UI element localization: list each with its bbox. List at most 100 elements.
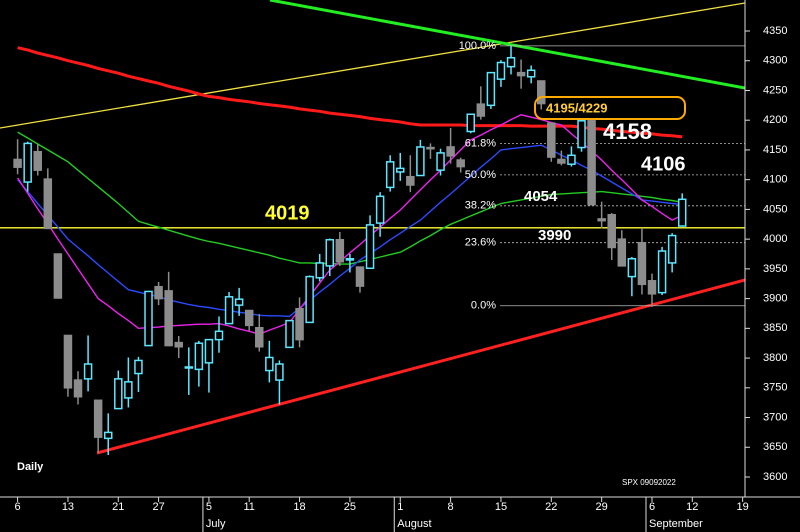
x-tick-label: 27 bbox=[152, 501, 164, 513]
y-tick-label: 3650 bbox=[763, 441, 787, 453]
y-tick-label: 4350 bbox=[763, 25, 787, 37]
fib-label: 23.6% bbox=[465, 237, 496, 249]
candle-body bbox=[426, 146, 435, 150]
candle-body bbox=[446, 146, 455, 157]
x-tick-label: 19 bbox=[737, 501, 749, 513]
candle-body bbox=[244, 309, 254, 327]
candle-body bbox=[204, 338, 214, 364]
candle-body bbox=[496, 61, 506, 80]
candle-body bbox=[506, 57, 516, 68]
x-tick-label: 8 bbox=[448, 501, 454, 513]
candle-body bbox=[73, 379, 83, 398]
ma-line bbox=[17, 114, 683, 336]
month-label: August bbox=[397, 518, 431, 530]
candle-body bbox=[43, 178, 53, 230]
candle-body bbox=[275, 363, 284, 381]
x-tick-label: 21 bbox=[112, 501, 124, 513]
candle-body bbox=[154, 285, 163, 300]
candle-body bbox=[526, 69, 536, 78]
y-tick-label: 3800 bbox=[763, 352, 787, 364]
ma-line bbox=[17, 144, 683, 318]
candle-body bbox=[577, 120, 586, 149]
candle-body bbox=[285, 319, 294, 349]
candle-body bbox=[214, 330, 224, 341]
annotation: 3990 bbox=[538, 227, 571, 244]
trendline bbox=[96, 278, 745, 455]
trendline bbox=[269, 0, 745, 90]
x-tick-label: 25 bbox=[344, 501, 356, 513]
candle-body bbox=[325, 238, 335, 267]
x-tick-label: 1 bbox=[397, 501, 403, 513]
candle-body bbox=[667, 234, 677, 264]
plot-area bbox=[0, 0, 745, 455]
candle-body bbox=[335, 238, 345, 263]
candle-body bbox=[607, 214, 616, 249]
fib-label: 0.0% bbox=[471, 300, 496, 312]
candle-body bbox=[23, 142, 32, 183]
x-tick-label: 22 bbox=[545, 501, 557, 513]
candle-body bbox=[164, 290, 173, 347]
y-tick-label: 3600 bbox=[763, 471, 787, 483]
trendline bbox=[0, 2, 745, 129]
x-tick-label: 11 bbox=[243, 501, 254, 513]
candle-body bbox=[547, 122, 556, 158]
candle-body bbox=[83, 363, 93, 380]
candle-body bbox=[345, 258, 355, 261]
candle-body bbox=[375, 195, 385, 224]
annotation: 4158 bbox=[603, 119, 652, 144]
y-tick-label: 4150 bbox=[763, 144, 787, 156]
candle-body bbox=[396, 167, 405, 173]
month-label: July bbox=[206, 518, 226, 530]
candle-body bbox=[194, 342, 204, 371]
candle-body bbox=[516, 71, 526, 77]
candle-body bbox=[456, 159, 465, 168]
annotation: 4019 bbox=[265, 202, 310, 224]
candle-body bbox=[224, 296, 234, 325]
y-tick-label: 3850 bbox=[763, 322, 787, 334]
candle-body bbox=[657, 250, 667, 294]
candle-body bbox=[255, 326, 264, 348]
y-tick-label: 3700 bbox=[763, 411, 787, 423]
candle-body bbox=[647, 280, 657, 295]
candle-body bbox=[587, 120, 596, 206]
candle-body bbox=[567, 154, 576, 165]
candle-body bbox=[103, 431, 113, 440]
y-tick-label: 3900 bbox=[763, 293, 787, 305]
y-tick-label: 4250 bbox=[763, 84, 787, 96]
annotation: SPX 09092022 bbox=[622, 478, 676, 487]
candle-body bbox=[144, 290, 153, 347]
y-tick-label: 4050 bbox=[763, 203, 787, 215]
candle-body bbox=[265, 356, 274, 372]
candle-body bbox=[406, 175, 415, 186]
candle-body bbox=[305, 275, 314, 324]
candle-body bbox=[33, 150, 42, 171]
candle-body bbox=[93, 399, 103, 438]
fib-label: 38.2% bbox=[465, 200, 496, 212]
candle-body bbox=[114, 378, 123, 410]
candle-body bbox=[355, 266, 365, 287]
y-tick-label: 4300 bbox=[763, 55, 787, 67]
candle-body bbox=[476, 103, 486, 117]
fib-label: 61.8% bbox=[465, 137, 496, 149]
x-tick-label: 29 bbox=[596, 501, 608, 513]
annotation: 4195/4229 bbox=[546, 100, 607, 115]
month-label: September bbox=[649, 518, 703, 530]
x-tick-label: 5 bbox=[206, 501, 212, 513]
candle-body bbox=[536, 80, 546, 105]
y-tick-label: 3950 bbox=[763, 263, 787, 275]
x-tick-label: 12 bbox=[686, 501, 698, 513]
ma-line bbox=[17, 46, 683, 139]
candle-body bbox=[234, 298, 244, 306]
candle-body bbox=[184, 366, 194, 369]
candle-body bbox=[617, 238, 627, 267]
x-tick-label: 13 bbox=[62, 501, 74, 513]
annotation: 4054 bbox=[524, 188, 558, 205]
ma-line bbox=[17, 131, 683, 265]
annotation-box bbox=[534, 96, 686, 120]
candle-body bbox=[53, 253, 63, 299]
candle-body bbox=[174, 341, 183, 348]
candle-body bbox=[63, 334, 73, 389]
x-tick-label: 6 bbox=[15, 501, 21, 513]
y-tick-label: 4000 bbox=[763, 233, 787, 245]
